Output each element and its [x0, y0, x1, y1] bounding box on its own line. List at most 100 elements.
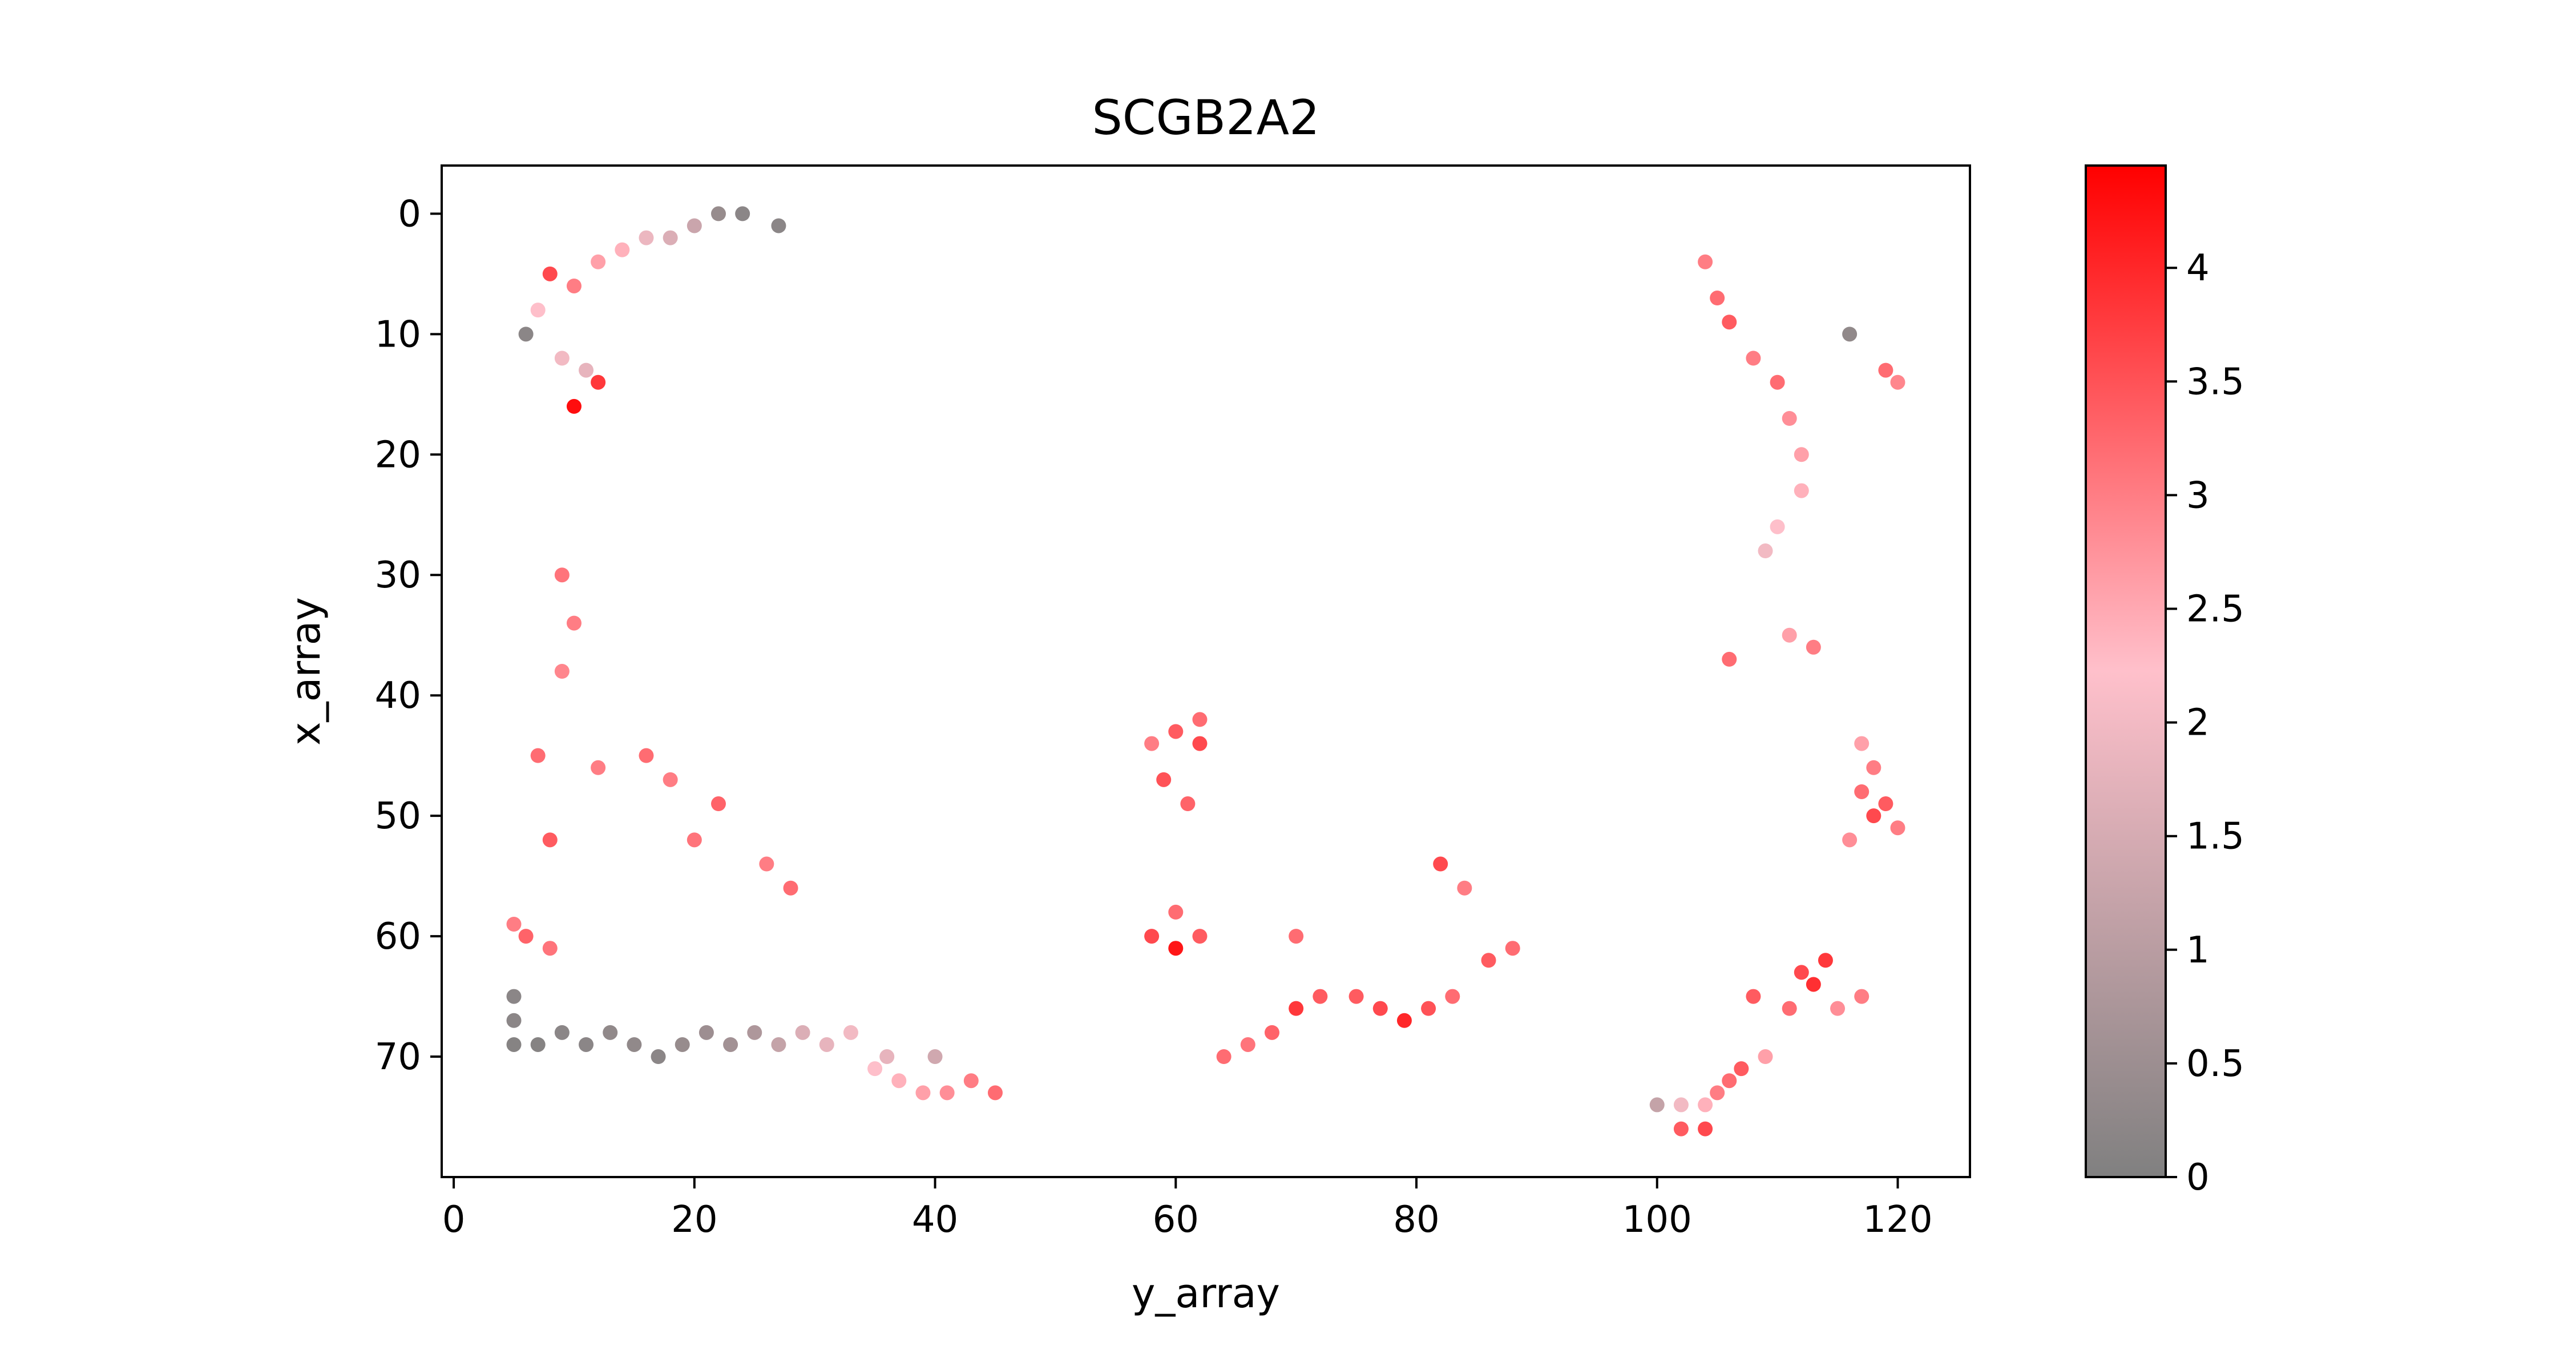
scatter-point: [687, 218, 702, 233]
scatter-point: [1830, 1001, 1846, 1016]
scatter-point: [1866, 808, 1881, 824]
scatter-point: [591, 374, 606, 390]
scatter-point: [1890, 374, 1905, 390]
scatter-point: [1144, 929, 1160, 944]
scatter-point: [1806, 977, 1821, 992]
scatter-point: [566, 615, 582, 631]
scatter-point: [1192, 712, 1208, 727]
scatter-point: [530, 748, 546, 763]
scatter-point: [506, 1037, 522, 1052]
scatter-point: [1445, 989, 1460, 1004]
scatter-point: [963, 1073, 979, 1089]
scatter-point: [1854, 784, 1870, 799]
colorbar: 0 0.5 1 1.5 2 2.5 3 3.5 4: [2085, 164, 2244, 1199]
scatter-point: [1372, 1001, 1388, 1016]
scatter-point: [1854, 989, 1870, 1004]
y-axis-ticks: 0 10 20 30 40 50 60 70: [375, 193, 442, 1078]
scatter-point: [1649, 1097, 1665, 1113]
scatter-point: [1421, 1001, 1436, 1016]
scatter-point: [1890, 820, 1905, 836]
scatter-point: [663, 772, 678, 787]
scatter-point: [1710, 291, 1725, 306]
scatter-point: [603, 1025, 618, 1040]
scatter-point: [771, 218, 786, 233]
scatter-point: [1746, 350, 1761, 366]
scatter-point: [1818, 953, 1833, 968]
scatter-point: [542, 941, 558, 956]
scatter-point: [1770, 519, 1785, 534]
x-axis-label: y_array: [1132, 1270, 1280, 1317]
scatter-point: [675, 1037, 690, 1052]
scatter-point: [518, 327, 534, 342]
scatter-point: [1722, 651, 1737, 667]
scatter-point: [1866, 760, 1881, 775]
scatter-point: [1396, 1013, 1412, 1028]
scatter-point: [506, 1013, 522, 1028]
scatter-point: [1842, 832, 1858, 848]
scatter-point: [1698, 1097, 1713, 1113]
scatter-point: [518, 929, 534, 944]
scatter-point: [1505, 941, 1520, 956]
y-tick-label: 50: [375, 795, 421, 837]
x-tick-label: 20: [671, 1199, 717, 1241]
scatter-point: [1192, 929, 1208, 944]
scatter-point: [1457, 880, 1472, 896]
scatter-point: [530, 1037, 546, 1052]
scatter-point: [1710, 1085, 1725, 1101]
scatter-point: [1878, 796, 1893, 812]
scatter-point: [795, 1025, 810, 1040]
scatter-point: [1782, 411, 1797, 426]
scatter-point: [1673, 1097, 1689, 1113]
scatter-point: [1698, 254, 1713, 269]
scatter-point: [542, 832, 558, 848]
scatter-point: [1156, 772, 1172, 787]
scatter-point: [1240, 1037, 1255, 1052]
y-tick-label: 20: [375, 434, 421, 476]
colorbar-ticks: 0 0.5 1 1.5 2 2.5 3 3.5 4: [2166, 247, 2244, 1199]
scatter-point: [1758, 1049, 1773, 1065]
scatter-point: [663, 230, 678, 245]
scatter-point: [579, 362, 594, 378]
scatter-point: [1806, 639, 1821, 655]
plot-frame: [441, 164, 1971, 1178]
scatter-point: [1698, 1121, 1713, 1137]
scatter-points: [506, 206, 1905, 1137]
colorbar-tick-label: 1.5: [2186, 816, 2244, 858]
scatter-point: [1313, 989, 1328, 1004]
scatter-point: [1144, 736, 1160, 751]
x-tick-label: 120: [1863, 1199, 1932, 1241]
scatter-point: [506, 989, 522, 1004]
scatter-point: [1264, 1025, 1279, 1040]
scatter-point: [615, 242, 630, 257]
scatter-point: [1289, 929, 1304, 944]
x-tick-label: 100: [1622, 1199, 1692, 1241]
colorbar-tick-label: 2: [2186, 702, 2210, 744]
scatter-point: [687, 832, 702, 848]
scatter-point: [579, 1037, 594, 1052]
scatter-point: [1794, 447, 1809, 462]
scatter-point: [1794, 965, 1809, 980]
colorbar-gradient: [2085, 164, 2167, 1178]
scatter-point: [554, 350, 570, 366]
scatter-point: [939, 1085, 955, 1101]
scatter-point: [566, 398, 582, 414]
scatter-point: [1758, 543, 1773, 559]
scatter-point: [1168, 904, 1184, 920]
scatter-point: [1348, 989, 1364, 1004]
scatter-point: [1168, 724, 1184, 739]
scatter-point: [1842, 327, 1858, 342]
scatter-point: [506, 917, 522, 932]
scatter-point: [759, 856, 774, 872]
scatter-point: [554, 664, 570, 679]
scatter-point: [735, 206, 750, 221]
scatter-point: [1782, 1001, 1797, 1016]
scatter-point: [723, 1037, 738, 1052]
scatter-point: [591, 254, 606, 269]
scatter-point: [747, 1025, 762, 1040]
scatter-point: [554, 1025, 570, 1040]
y-tick-label: 30: [375, 554, 421, 597]
scatter-point: [927, 1049, 943, 1065]
scatter-point: [710, 796, 726, 812]
scatter-point: [566, 278, 582, 293]
